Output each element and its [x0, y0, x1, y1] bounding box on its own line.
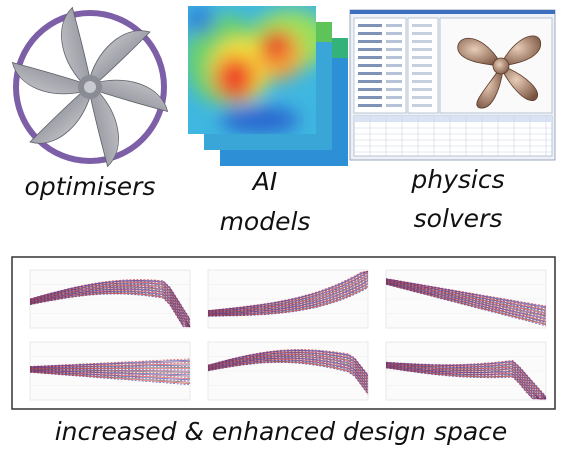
control: [358, 40, 382, 43]
control: [386, 72, 402, 75]
control: [386, 88, 402, 91]
item-label: physics: [410, 165, 504, 194]
item-label: optimisers: [25, 172, 156, 201]
control: [386, 104, 402, 107]
control: [412, 104, 432, 107]
control: [386, 80, 402, 83]
control: [358, 48, 382, 51]
control: [358, 104, 382, 107]
optimiser-icon: [11, 7, 169, 167]
control: [358, 32, 382, 35]
fan-hub-inner: [84, 81, 96, 93]
control: [412, 40, 432, 43]
control: [358, 24, 382, 27]
item-label: solvers: [414, 204, 503, 233]
item-label: AI: [251, 167, 277, 196]
ai-model-icon: [185, 6, 348, 166]
control: [386, 40, 402, 43]
control: [412, 80, 432, 83]
item-label: models: [220, 207, 311, 236]
control: [412, 56, 432, 59]
control: [358, 56, 382, 59]
control: [386, 32, 402, 35]
caption: increased & enhanced design space: [55, 417, 508, 446]
control: [412, 96, 432, 99]
figure: optimisers AI models physics solvers increas…: [0, 0, 562, 451]
control: [412, 48, 432, 51]
control: [386, 48, 402, 51]
control: [358, 64, 382, 67]
control: [358, 88, 382, 91]
control: [412, 32, 432, 35]
control: [412, 24, 432, 27]
control: [386, 24, 402, 27]
control: [412, 64, 432, 67]
control: [386, 64, 402, 67]
control: [358, 80, 382, 83]
control: [358, 96, 382, 99]
control: [358, 72, 382, 75]
control: [386, 96, 402, 99]
control: [412, 88, 432, 91]
control: [412, 72, 432, 75]
solver-icon: [350, 10, 555, 160]
control: [386, 56, 402, 59]
